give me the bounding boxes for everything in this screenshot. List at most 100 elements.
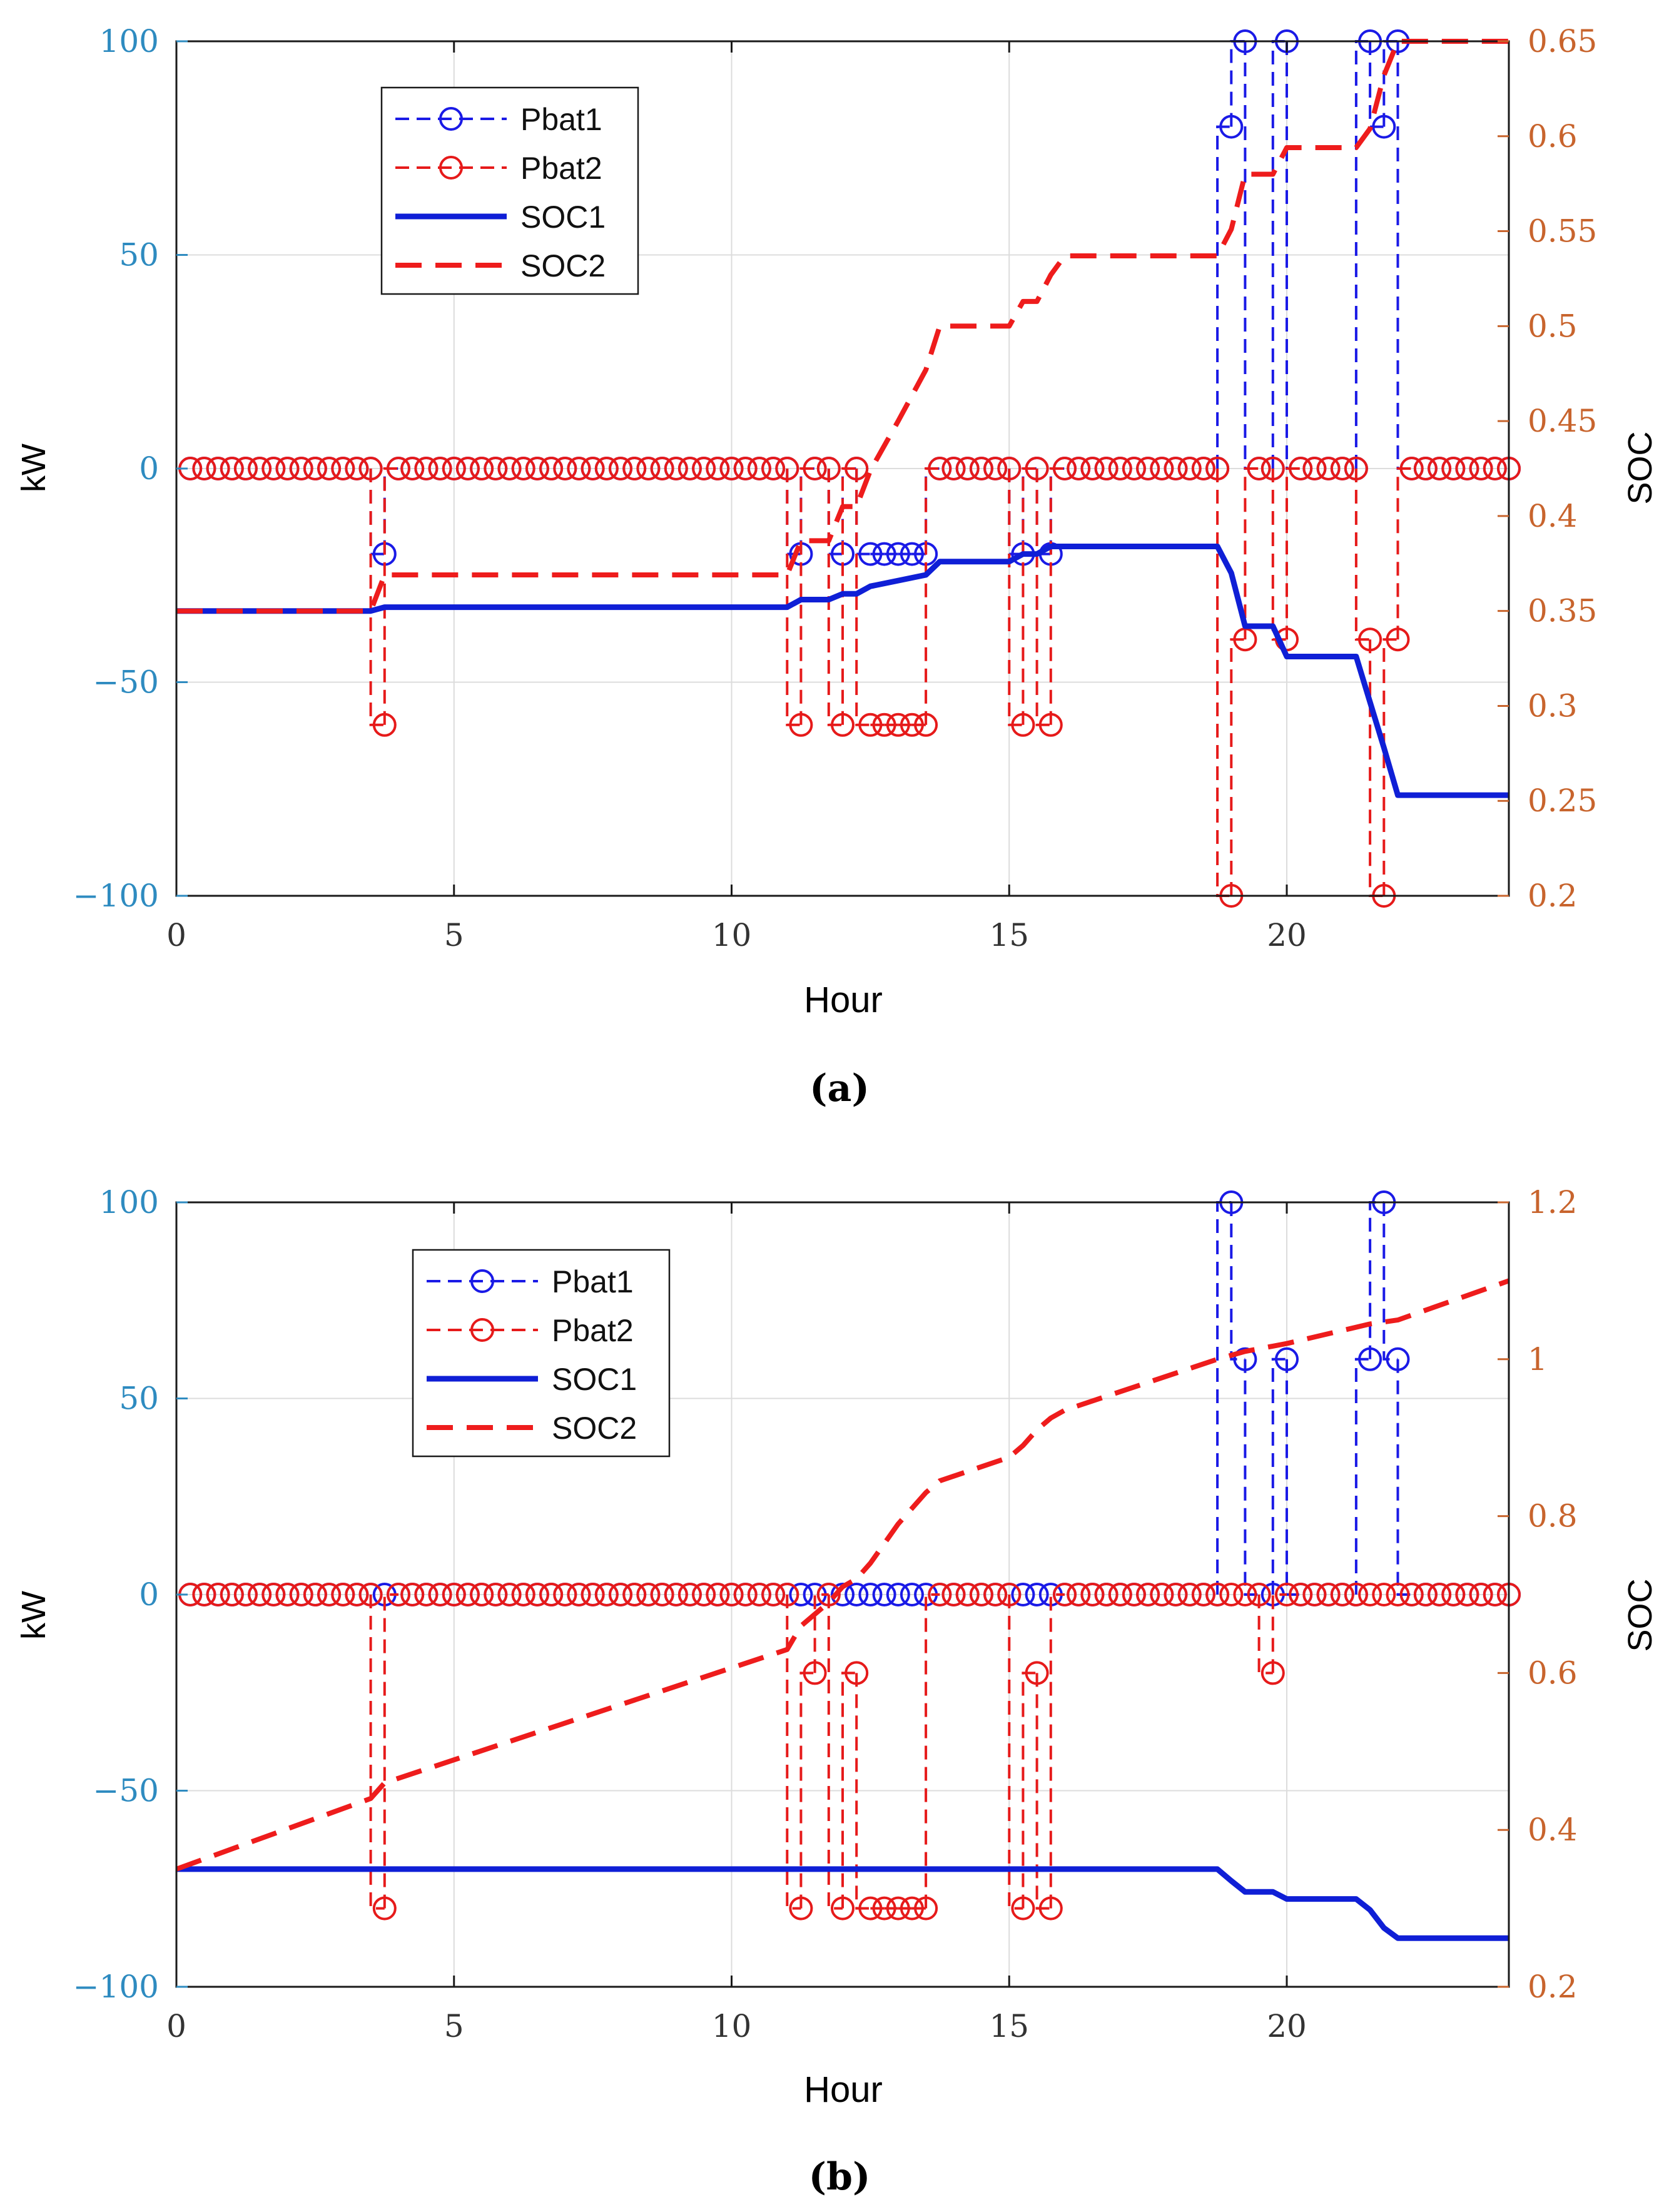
data-point-pbat2 — [900, 713, 924, 737]
data-point-pbat2 — [845, 1661, 869, 1685]
data-point-pbat2 — [955, 1583, 980, 1606]
data-point-pbat2 — [747, 1583, 771, 1606]
data-point-pbat2 — [511, 457, 535, 480]
data-point-pbat2 — [928, 457, 952, 480]
data-point-pbat2 — [1469, 1583, 1493, 1606]
data-point-pbat2 — [303, 457, 327, 480]
chart-panel-b: 0 5 10 15 20 100 50 0 −50 −100 1.2 1 0.8 0.6 0.4 0.2 Pba… — [15, 1184, 1659, 2199]
data-point-pbat2 — [331, 457, 355, 480]
x-tick-label: 20 — [1267, 2008, 1307, 2044]
data-point-pbat2 — [1053, 1583, 1077, 1606]
legend-item-pbat1: Pbat1 — [427, 1264, 634, 1299]
data-point-pbat2 — [1483, 457, 1507, 480]
data-point-pbat2 — [442, 1583, 466, 1606]
legend-label: SOC1 — [552, 1362, 637, 1397]
data-point-pbat2 — [1067, 1583, 1091, 1606]
data-point-pbat2 — [872, 713, 896, 737]
x-tick-label: 0 — [166, 2008, 186, 2044]
data-point-pbat1 — [858, 542, 883, 566]
data-point-pbat2 — [1053, 457, 1077, 480]
data-point-pbat2 — [622, 1583, 647, 1606]
data-point-pbat2 — [233, 457, 258, 480]
data-point-pbat2 — [816, 457, 841, 480]
x-tick-label: 5 — [444, 2008, 464, 2044]
data-point-pbat2 — [414, 1583, 439, 1606]
data-point-pbat2 — [1122, 457, 1146, 480]
legend-swatch-marker — [470, 1269, 494, 1293]
data-point-pbat2 — [831, 713, 855, 737]
y-tick-label-right: 1 — [1528, 1341, 1548, 1377]
legend-item-soc2: SOC2 — [427, 1411, 637, 1446]
data-point-pbat2 — [1261, 457, 1285, 480]
data-point-pbat2 — [1302, 457, 1327, 480]
data-point-pbat2 — [470, 1583, 494, 1606]
data-point-pbat1 — [1233, 1347, 1257, 1371]
data-point-pbat2 — [220, 457, 244, 480]
data-point-pbat2 — [1469, 457, 1493, 480]
data-point-pbat2 — [206, 457, 230, 480]
data-point-pbat2 — [206, 1583, 230, 1606]
legend-item-soc2: SOC2 — [395, 248, 606, 283]
x-tick-label: 15 — [989, 2008, 1029, 2044]
data-point-pbat2 — [941, 457, 966, 480]
legend-item-pbat2: Pbat2 — [427, 1313, 634, 1348]
data-point-pbat2 — [1399, 457, 1424, 480]
legend-label: Pbat2 — [520, 151, 602, 186]
data-point-pbat2 — [816, 1583, 841, 1606]
legend: Pbat1 Pbat2 SOC1 SOC2 — [412, 1249, 671, 1458]
data-point-pbat2 — [1316, 457, 1341, 480]
y-tick-label-left: 100 — [99, 23, 159, 59]
data-point-pbat2 — [983, 1583, 1008, 1606]
data-point-pbat1 — [845, 1583, 869, 1606]
data-point-pbat2 — [1247, 457, 1271, 480]
data-point-pbat1 — [886, 542, 910, 566]
legend-item-pbat2: Pbat2 — [395, 151, 602, 186]
data-point-pbat2 — [650, 1583, 674, 1606]
data-point-pbat2 — [1164, 1583, 1188, 1606]
y-tick-label-right: 0.6 — [1528, 1655, 1578, 1691]
data-point-pbat1 — [1219, 114, 1244, 139]
chart-panel-a: 0 5 10 15 20 100 50 0 −50 −100 0.65 0.6 0.55 0.5 0.45 0… — [15, 23, 1659, 1110]
data-point-pbat2 — [539, 457, 564, 480]
data-point-pbat2 — [567, 457, 591, 480]
legend-label: SOC1 — [520, 200, 606, 235]
series-layer — [176, 29, 1521, 908]
legend-swatch-marker — [470, 1318, 494, 1342]
data-point-pbat2 — [1136, 457, 1160, 480]
data-point-pbat2 — [1330, 1583, 1354, 1606]
y-tick-label-left: −100 — [73, 878, 159, 914]
data-point-pbat2 — [664, 457, 688, 480]
data-point-pbat2 — [1038, 713, 1063, 737]
panel-caption: (b) — [809, 2155, 871, 2199]
data-point-pbat2 — [1247, 1583, 1271, 1606]
data-point-pbat2 — [1344, 457, 1368, 480]
y-tick-label-left: −50 — [93, 664, 159, 701]
data-point-pbat2 — [789, 713, 813, 737]
legend-box — [380, 86, 639, 295]
data-point-pbat2 — [1164, 457, 1188, 480]
data-point-pbat2 — [1483, 1583, 1507, 1606]
data-point-pbat2 — [692, 457, 716, 480]
y-tick-label-right: 0.55 — [1528, 213, 1597, 250]
data-point-pbat2 — [831, 1896, 855, 1920]
data-point-pbat2 — [1136, 1583, 1160, 1606]
data-point-pbat2 — [1399, 1583, 1424, 1606]
y-axis-title-right: SOC — [1621, 1578, 1659, 1651]
data-point-pbat2 — [539, 1583, 564, 1606]
legend-box — [412, 1249, 671, 1458]
data-point-pbat2 — [609, 457, 632, 480]
data-point-pbat2 — [969, 457, 993, 480]
data-point-pbat2 — [455, 1583, 480, 1606]
data-point-pbat2 — [1386, 1583, 1410, 1606]
data-point-pbat2 — [581, 1583, 605, 1606]
data-point-pbat2 — [289, 457, 313, 480]
data-point-pbat2 — [1275, 1583, 1299, 1606]
y-tick-label-right: 0.5 — [1528, 308, 1578, 344]
data-point-pbat2 — [1413, 1583, 1438, 1606]
data-point-pbat2 — [387, 1583, 410, 1606]
legend: Pbat1 Pbat2 SOC1 SOC2 — [380, 86, 639, 295]
data-point-pbat2 — [636, 457, 661, 480]
legend-swatch-marker — [439, 107, 463, 131]
data-point-pbat2 — [1011, 1896, 1035, 1920]
data-point-pbat2 — [442, 457, 466, 480]
